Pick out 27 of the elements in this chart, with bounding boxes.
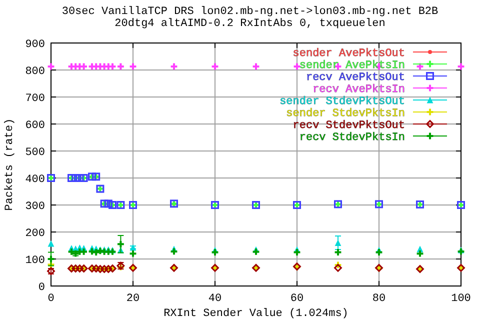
y-tick-label: 300 xyxy=(25,201,45,213)
x-tick-label: 0 xyxy=(48,293,54,305)
legend-label: sender StdevPktsOut xyxy=(280,96,405,108)
y-tick-label: 200 xyxy=(25,228,45,240)
y-axis-title: Packets (rate) xyxy=(4,118,16,211)
y-tick-label: 800 xyxy=(25,66,45,78)
legend-label: sender StdevPktsIn xyxy=(286,108,405,120)
legend-label: recv StdevPktsIn xyxy=(299,132,405,144)
legend-label: sender AvePktsOut xyxy=(292,48,405,60)
y-tick-label: 500 xyxy=(25,147,45,159)
chart-title: 30sec VanillaTCP DRS lon02.mb-ng.net->lon03.mb-ng.net B2B xyxy=(62,6,439,18)
y-tick-label: 600 xyxy=(25,120,45,132)
x-tick-label: 60 xyxy=(290,293,304,305)
x-axis-title: RXInt Sender Value (1.024ms) xyxy=(164,308,348,320)
y-tick-label: 0 xyxy=(38,282,45,294)
chart-subtitle: 20dtg4 altAIMD-0.2 RxIntAbs 0, txqueuelen xyxy=(114,18,386,30)
legend-label: recv StdevPktsOut xyxy=(292,120,405,132)
x-tick-label: 20 xyxy=(126,293,140,305)
legend-label: recv AvePktsOut xyxy=(306,72,405,84)
y-tick-label: 900 xyxy=(25,39,45,51)
y-tick-label: 700 xyxy=(25,93,45,105)
x-tick-label: 40 xyxy=(208,293,222,305)
y-tick-label: 100 xyxy=(25,255,45,267)
y-tick-label: 400 xyxy=(25,174,45,186)
legend-label: recv AvePktsIn xyxy=(312,84,405,96)
x-tick-label: 100 xyxy=(451,293,471,305)
x-tick-label: 80 xyxy=(372,293,386,305)
